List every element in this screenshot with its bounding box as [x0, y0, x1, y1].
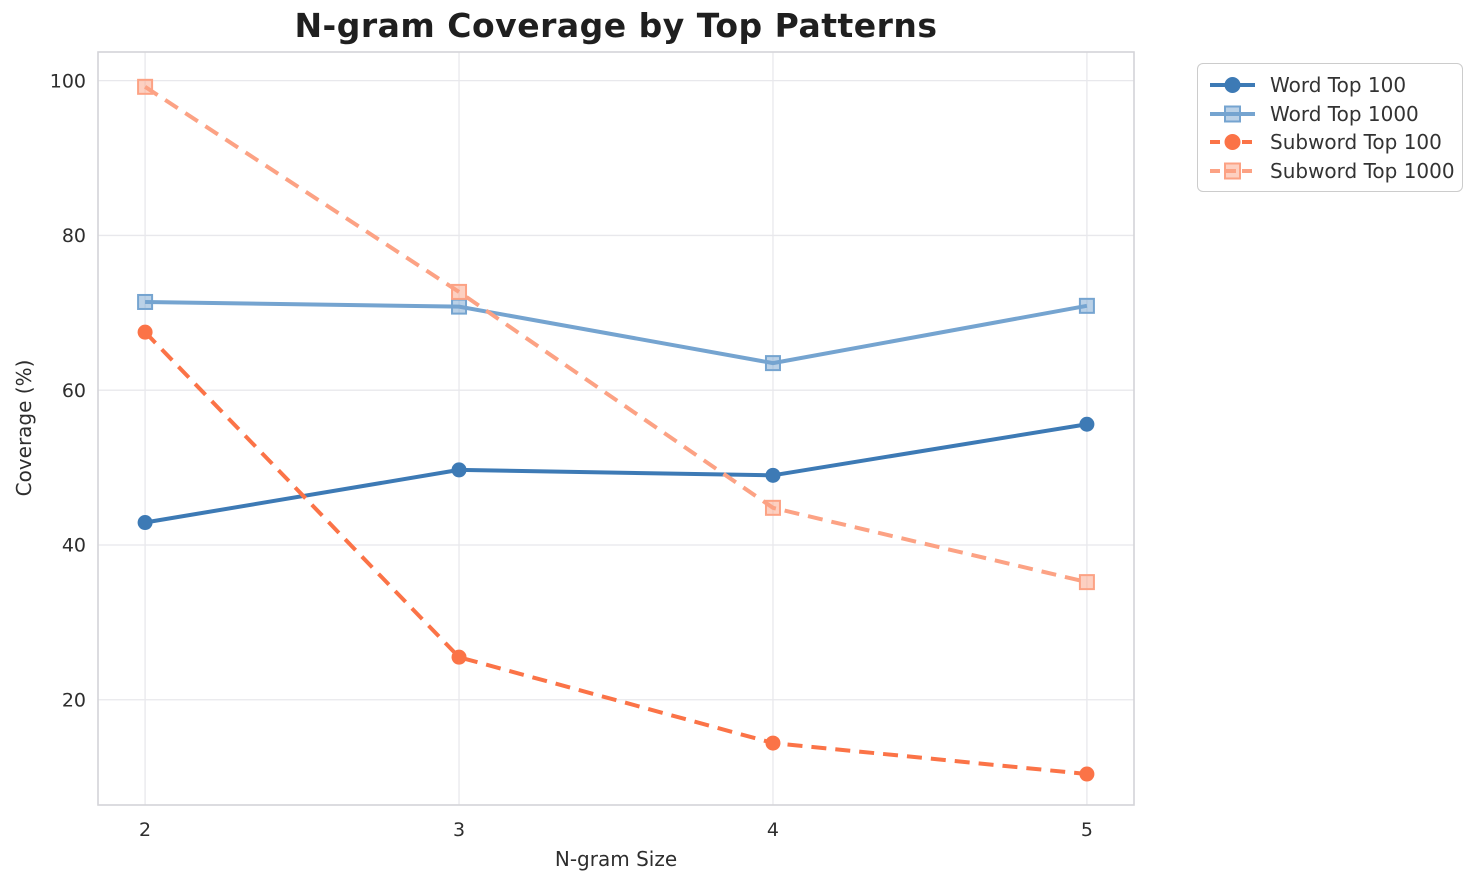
x-tick-label: 5: [1081, 819, 1093, 841]
data-point-marker: [137, 515, 153, 531]
data-point-marker: [1078, 297, 1095, 314]
x-tick-label: 3: [453, 819, 465, 841]
data-point-marker: [137, 324, 153, 340]
series-line-word-top-100: [144, 422, 1088, 525]
y-axis-label: Coverage (%): [12, 359, 36, 497]
series-line-subword-top-100: [143, 330, 1088, 777]
legend-item: Subword Top 1000: [1209, 157, 1455, 185]
legend: Word Top 100 Word Top 1000 Subword Top 100…: [1197, 63, 1463, 192]
x-axis-label: N-gram Size: [554, 847, 678, 871]
data-point-marker: [137, 293, 154, 310]
y-tick-label: 60: [62, 380, 86, 402]
data-point-marker: [451, 283, 468, 300]
legend-sample-dashed-circle-icon: [1209, 131, 1256, 153]
data-point-marker: [1079, 766, 1095, 782]
legend-label: Word Top 1000: [1270, 101, 1419, 126]
x-tick-label: 4: [767, 819, 779, 841]
legend-sample-dashed-square-icon: [1209, 160, 1256, 182]
legend-item: Subword Top 100: [1209, 128, 1452, 156]
x-tick-label: 2: [139, 819, 151, 841]
series-line-word-top-1000: [145, 299, 1088, 366]
data-point-marker: [1079, 416, 1095, 432]
data-point-marker: [451, 649, 467, 665]
legend-label: Subword Top 100: [1270, 130, 1442, 155]
legend-item: Word Top 100: [1209, 71, 1452, 99]
y-tick-label: 80: [62, 225, 86, 247]
y-tick-label: 40: [62, 535, 86, 557]
legend-label: Word Top 100: [1270, 73, 1407, 98]
data-point-marker: [451, 462, 467, 478]
series-line-subword-top-1000: [143, 85, 1088, 585]
legend-label: Subword Top 1000: [1270, 158, 1455, 183]
data-point-marker: [764, 499, 781, 516]
data-point-marker: [137, 78, 154, 95]
y-tick-label: 20: [62, 689, 86, 711]
chart-title: N-gram Coverage by Top Patterns: [294, 6, 938, 45]
data-point-marker: [765, 467, 781, 483]
legend-sample-solid-square-icon: [1209, 103, 1256, 125]
data-point-marker: [765, 735, 781, 751]
y-tick-label: 100: [50, 70, 86, 92]
legend-item: Word Top 1000: [1209, 100, 1452, 128]
legend-sample-solid-circle-icon: [1209, 74, 1256, 96]
data-point-marker: [451, 298, 468, 315]
plot-frame: [97, 51, 1135, 806]
data-point-marker: [764, 355, 781, 372]
data-point-marker: [1078, 574, 1095, 591]
